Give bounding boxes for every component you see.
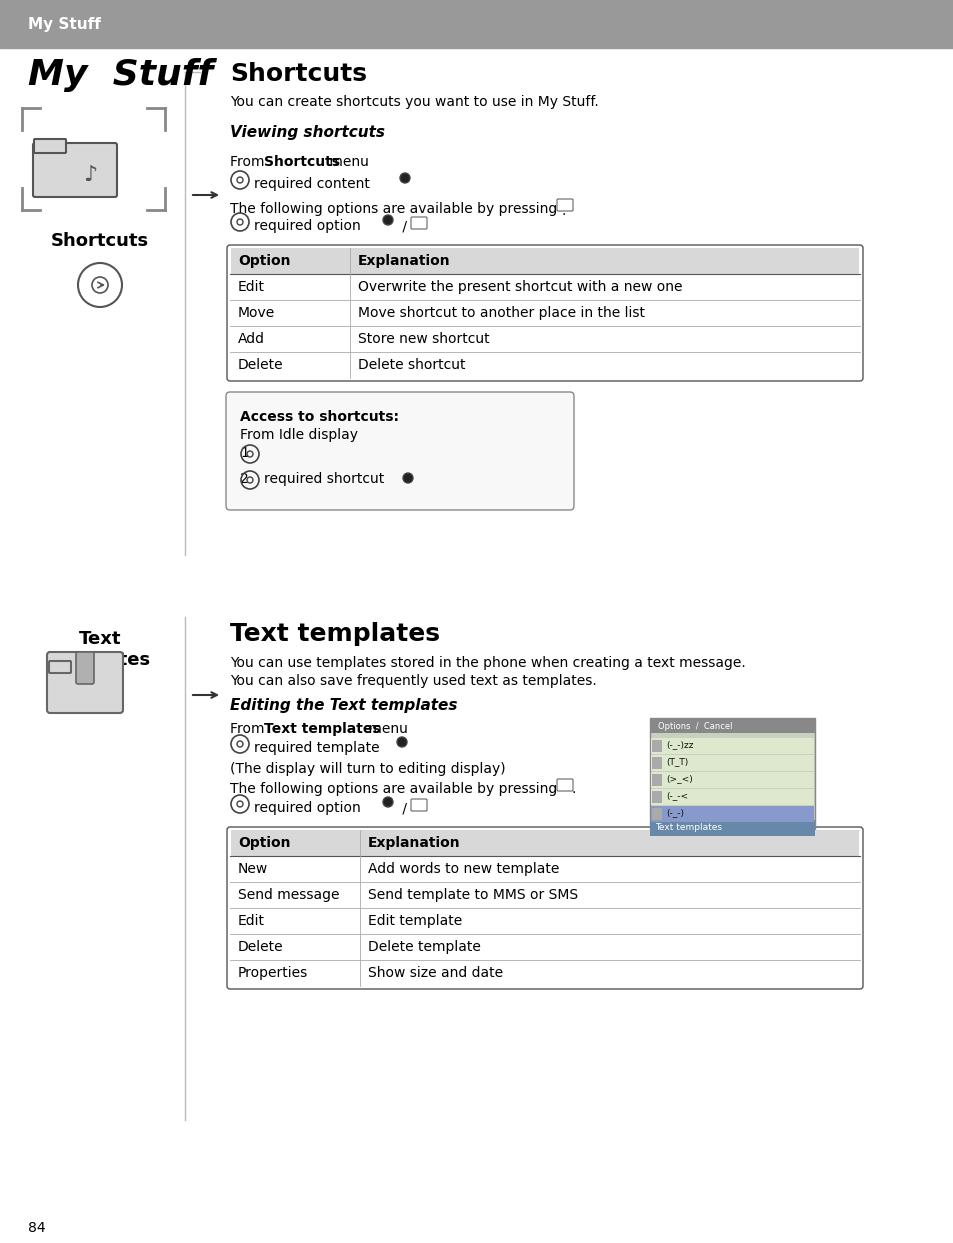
FancyBboxPatch shape [227,245,862,382]
Circle shape [396,737,407,747]
Text: Shortcuts: Shortcuts [51,232,149,250]
Bar [649,718,814,837]
FancyBboxPatch shape [557,199,573,211]
Text: Add words to new template: Add words to new template [368,861,558,876]
Text: Editing the Text templates: Editing the Text templates [230,699,457,713]
Text: Option: Option [237,837,291,850]
Circle shape [402,474,413,484]
FancyBboxPatch shape [226,392,574,510]
Text: My  Stuff: My Stuff [28,58,213,92]
Bar [651,808,661,820]
Text: required content: required content [253,177,370,191]
FancyBboxPatch shape [411,218,427,229]
Text: You can use templates stored in the phone when creating a text message.: You can use templates stored in the phon… [230,656,745,670]
Text: Access to shortcuts:: Access to shortcuts: [240,410,398,424]
Text: (-_-): (-_-) [665,808,683,818]
Bar [651,791,661,803]
Text: Delete shortcut: Delete shortcut [357,358,465,372]
Text: From: From [230,722,269,736]
Circle shape [382,797,393,807]
Text: The following options are available by pressing: The following options are available by p… [230,782,557,796]
Text: Text templates: Text templates [230,622,439,646]
Text: The following options are available by pressing: The following options are available by p… [230,203,557,216]
Bar [650,755,813,771]
Text: Edit: Edit [237,914,265,929]
Text: Store new shortcut: Store new shortcut [357,332,489,346]
Text: Delete: Delete [237,940,283,953]
Text: required option: required option [253,219,360,232]
Text: Edit template: Edit template [368,914,462,929]
Text: Text templates: Text templates [655,824,721,833]
Bar [649,820,814,837]
Text: Send template to MMS or SMS: Send template to MMS or SMS [368,888,578,902]
Text: Overwrite the present shortcut with a new one: Overwrite the present shortcut with a ne… [357,280,681,295]
Text: Shortcuts: Shortcuts [230,62,367,86]
Text: Text templates: Text templates [264,722,380,736]
Text: .: . [572,782,576,796]
Text: My Stuff: My Stuff [28,16,101,31]
FancyBboxPatch shape [47,653,123,713]
Text: required option: required option [253,800,360,815]
FancyBboxPatch shape [76,653,94,684]
Text: Send message: Send message [237,888,339,902]
Bar [650,738,813,755]
Text: Explanation: Explanation [357,254,450,268]
FancyBboxPatch shape [33,143,117,196]
Text: New: New [237,861,268,876]
Text: 2: 2 [240,472,249,486]
Bar [651,774,661,786]
Text: 1: 1 [240,446,249,460]
Text: menu: menu [325,155,369,169]
Bar [650,789,813,805]
Text: (>_<): (>_<) [665,774,692,783]
Text: Delete: Delete [237,358,283,372]
Bar [231,249,858,273]
Bar [651,757,661,769]
Text: Move: Move [237,306,275,319]
Text: Option: Option [237,254,291,268]
Text: .: . [561,204,566,218]
FancyBboxPatch shape [557,779,573,791]
Bar [651,740,661,752]
Bar [231,830,858,856]
Text: Add: Add [237,332,265,346]
Text: Delete template: Delete template [368,940,480,953]
Text: menu: menu [364,722,408,736]
Bar [650,772,813,788]
Text: Text
templates: Text templates [49,630,151,669]
Bar [649,718,814,733]
Text: required template: required template [253,741,379,755]
FancyBboxPatch shape [49,661,71,672]
Text: (-_-)zz: (-_-)zz [665,741,693,750]
Bar [0,0,953,48]
Circle shape [399,173,410,183]
Text: Edit: Edit [237,280,265,295]
Text: (-_-<: (-_-< [665,792,687,800]
Text: (T_T): (T_T) [665,757,687,767]
FancyBboxPatch shape [227,827,862,989]
Text: ♪: ♪ [83,165,97,185]
Bar [650,805,813,822]
Text: Options  /  Cancel: Options / Cancel [658,721,732,731]
Text: Shortcuts: Shortcuts [264,155,339,169]
Text: Show size and date: Show size and date [368,966,502,979]
Text: From: From [230,155,269,169]
Text: Explanation: Explanation [368,837,460,850]
Text: /: / [397,219,407,232]
Text: From Idle display: From Idle display [240,428,357,443]
Text: required shortcut: required shortcut [264,472,384,486]
Text: You can create shortcuts you want to use in My Stuff.: You can create shortcuts you want to use… [230,94,598,109]
Text: You can also save frequently used text as templates.: You can also save frequently used text a… [230,674,597,687]
Text: Properties: Properties [237,966,308,979]
FancyBboxPatch shape [411,799,427,810]
Text: (The display will turn to editing display): (The display will turn to editing displa… [230,762,505,776]
Text: Move shortcut to another place in the list: Move shortcut to another place in the li… [357,306,644,319]
Circle shape [382,215,393,225]
FancyBboxPatch shape [34,139,66,153]
Text: 84: 84 [28,1221,46,1236]
Text: /: / [397,800,407,815]
Text: Viewing shortcuts: Viewing shortcuts [230,126,385,140]
